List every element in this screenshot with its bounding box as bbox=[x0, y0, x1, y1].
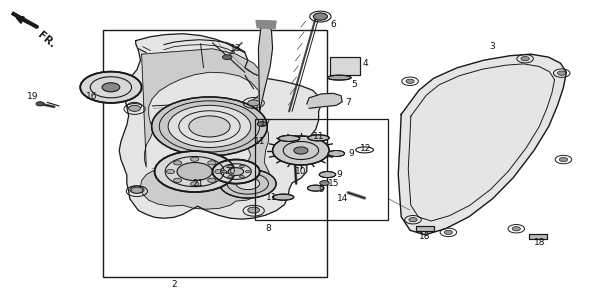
Circle shape bbox=[228, 175, 232, 178]
Circle shape bbox=[444, 230, 453, 234]
Circle shape bbox=[191, 157, 199, 161]
Circle shape bbox=[313, 13, 327, 20]
Circle shape bbox=[131, 187, 143, 193]
Circle shape bbox=[215, 169, 223, 174]
Bar bbox=[330, 57, 360, 75]
Circle shape bbox=[222, 55, 232, 60]
Text: 20: 20 bbox=[224, 167, 236, 176]
Text: 9: 9 bbox=[336, 170, 342, 179]
Ellipse shape bbox=[319, 172, 336, 178]
Text: 15: 15 bbox=[327, 179, 339, 188]
Text: 16: 16 bbox=[86, 92, 97, 101]
Text: 9: 9 bbox=[319, 185, 324, 194]
Ellipse shape bbox=[327, 75, 351, 80]
Text: 11: 11 bbox=[254, 137, 266, 146]
Circle shape bbox=[406, 79, 414, 83]
Text: 17: 17 bbox=[260, 119, 271, 128]
Bar bbox=[103, 30, 327, 277]
Text: 8: 8 bbox=[266, 224, 271, 233]
Bar bbox=[529, 234, 547, 239]
Circle shape bbox=[512, 227, 520, 231]
Circle shape bbox=[521, 57, 529, 61]
Circle shape bbox=[240, 165, 244, 168]
Circle shape bbox=[409, 218, 417, 222]
Circle shape bbox=[80, 72, 142, 103]
Circle shape bbox=[219, 169, 276, 198]
Text: 19: 19 bbox=[27, 92, 38, 101]
Circle shape bbox=[240, 175, 244, 178]
Text: 5: 5 bbox=[351, 80, 357, 89]
Text: 2: 2 bbox=[171, 280, 177, 289]
Circle shape bbox=[320, 181, 329, 185]
Ellipse shape bbox=[328, 150, 345, 157]
Circle shape bbox=[228, 165, 232, 168]
Circle shape bbox=[177, 163, 212, 181]
Ellipse shape bbox=[308, 135, 329, 141]
Polygon shape bbox=[12, 12, 38, 28]
Bar bbox=[416, 226, 434, 231]
Circle shape bbox=[168, 105, 251, 147]
Circle shape bbox=[558, 71, 566, 75]
Circle shape bbox=[102, 83, 120, 92]
Text: 4: 4 bbox=[363, 59, 369, 68]
Bar bbox=[255, 119, 388, 220]
Text: 3: 3 bbox=[490, 42, 496, 51]
Polygon shape bbox=[307, 93, 342, 108]
Circle shape bbox=[152, 97, 267, 156]
Polygon shape bbox=[119, 34, 322, 219]
Circle shape bbox=[273, 136, 329, 165]
Bar bbox=[416, 226, 434, 231]
Circle shape bbox=[257, 122, 267, 126]
Circle shape bbox=[208, 161, 216, 165]
Text: 18: 18 bbox=[419, 232, 431, 241]
Bar bbox=[330, 57, 360, 75]
Ellipse shape bbox=[273, 194, 294, 200]
Text: 6: 6 bbox=[330, 20, 336, 29]
Circle shape bbox=[228, 168, 244, 175]
Text: 18: 18 bbox=[534, 238, 546, 247]
Text: 11: 11 bbox=[313, 132, 324, 141]
Circle shape bbox=[245, 170, 250, 173]
Circle shape bbox=[559, 157, 568, 162]
Text: 9: 9 bbox=[348, 149, 354, 158]
Circle shape bbox=[191, 182, 199, 186]
Text: 7: 7 bbox=[345, 98, 351, 107]
Text: 21: 21 bbox=[192, 179, 204, 188]
Ellipse shape bbox=[307, 185, 324, 191]
Text: FR.: FR. bbox=[35, 30, 57, 50]
Polygon shape bbox=[258, 24, 273, 111]
Circle shape bbox=[222, 170, 227, 173]
Circle shape bbox=[129, 105, 140, 111]
Text: 10: 10 bbox=[295, 167, 307, 176]
Circle shape bbox=[36, 102, 44, 106]
Text: 14: 14 bbox=[336, 194, 348, 203]
Text: 11: 11 bbox=[266, 193, 277, 202]
Text: 12: 12 bbox=[360, 144, 372, 154]
Circle shape bbox=[236, 178, 260, 190]
Bar bbox=[529, 234, 547, 239]
Circle shape bbox=[208, 178, 216, 182]
Circle shape bbox=[166, 169, 175, 174]
Ellipse shape bbox=[278, 135, 300, 141]
Circle shape bbox=[155, 151, 235, 192]
Circle shape bbox=[189, 116, 230, 137]
Polygon shape bbox=[398, 54, 566, 235]
Circle shape bbox=[248, 100, 260, 106]
Circle shape bbox=[294, 147, 308, 154]
Circle shape bbox=[212, 160, 260, 184]
Circle shape bbox=[248, 207, 260, 213]
Circle shape bbox=[173, 161, 182, 165]
Text: 13: 13 bbox=[230, 44, 242, 53]
Circle shape bbox=[173, 178, 182, 182]
Polygon shape bbox=[256, 20, 276, 29]
Polygon shape bbox=[140, 49, 271, 209]
